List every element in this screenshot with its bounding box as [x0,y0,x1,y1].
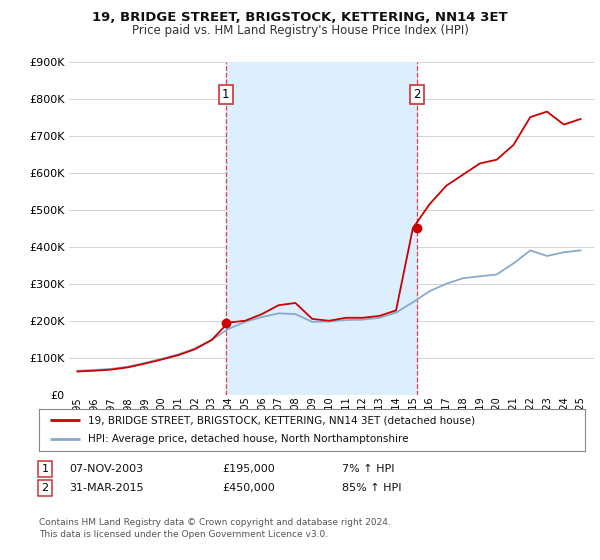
Text: 2: 2 [41,483,49,493]
Text: £195,000: £195,000 [222,464,275,474]
Text: 19, BRIDGE STREET, BRIGSTOCK, KETTERING, NN14 3ET (detached house): 19, BRIDGE STREET, BRIGSTOCK, KETTERING,… [88,415,475,425]
Text: 07-NOV-2003: 07-NOV-2003 [69,464,143,474]
Text: 7% ↑ HPI: 7% ↑ HPI [342,464,395,474]
Text: Price paid vs. HM Land Registry's House Price Index (HPI): Price paid vs. HM Land Registry's House … [131,24,469,36]
Text: 19, BRIDGE STREET, BRIGSTOCK, KETTERING, NN14 3ET: 19, BRIDGE STREET, BRIGSTOCK, KETTERING,… [92,11,508,24]
Text: 31-MAR-2015: 31-MAR-2015 [69,483,143,493]
Text: Contains HM Land Registry data © Crown copyright and database right 2024.
This d: Contains HM Land Registry data © Crown c… [39,518,391,539]
Text: 2: 2 [413,88,421,101]
Text: 1: 1 [222,88,230,101]
Text: 1: 1 [41,464,49,474]
Text: £450,000: £450,000 [222,483,275,493]
Text: 85% ↑ HPI: 85% ↑ HPI [342,483,401,493]
Text: HPI: Average price, detached house, North Northamptonshire: HPI: Average price, detached house, Nort… [88,435,409,445]
Bar [226,62,417,395]
